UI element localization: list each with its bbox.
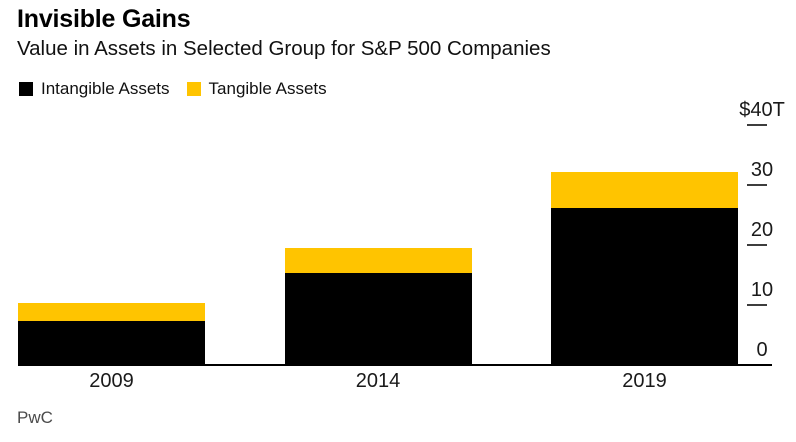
chart-legend: Intangible Assets Tangible Assets [19, 79, 344, 99]
legend-item: Intangible Assets [19, 79, 170, 99]
y-axis-tick-dash [747, 304, 767, 306]
y-axis-tick-label: 0 [756, 339, 768, 361]
legend-item-label: Tangible Assets [208, 79, 327, 98]
page-title: Invisible Gains [17, 5, 191, 33]
x-axis-baseline [18, 364, 772, 366]
y-axis-tick-label: $40T [739, 99, 785, 121]
y-axis-tick-label: 30 [750, 159, 774, 181]
x-axis-label: 2014 [355, 370, 401, 392]
x-axis-label: 2009 [89, 370, 134, 392]
legend-swatch-icon [19, 82, 33, 96]
y-axis-tick-dash [747, 124, 767, 126]
y-axis-tick-label: 10 [750, 279, 774, 301]
source-label: PwC [17, 408, 53, 427]
bar-segment-intangible [18, 321, 205, 365]
legend-item: Tangible Assets [186, 79, 327, 99]
y-axis-tick-dash [747, 184, 767, 186]
bar-segment-tangible [551, 171, 738, 208]
y-axis-tick-dash [747, 244, 767, 246]
bar-segment-tangible [18, 303, 205, 322]
bar-segment-tangible [284, 248, 472, 274]
y-axis-tick-label: 20 [750, 219, 774, 241]
bar-segment-intangible [284, 273, 472, 365]
x-axis-label: 2019 [622, 370, 667, 392]
page-subtitle: Value in Assets in Selected Group for S&… [17, 37, 551, 60]
bar-segment-intangible [551, 207, 738, 365]
legend-item-label: Intangible Assets [41, 79, 170, 98]
legend-swatch-icon [186, 82, 201, 96]
